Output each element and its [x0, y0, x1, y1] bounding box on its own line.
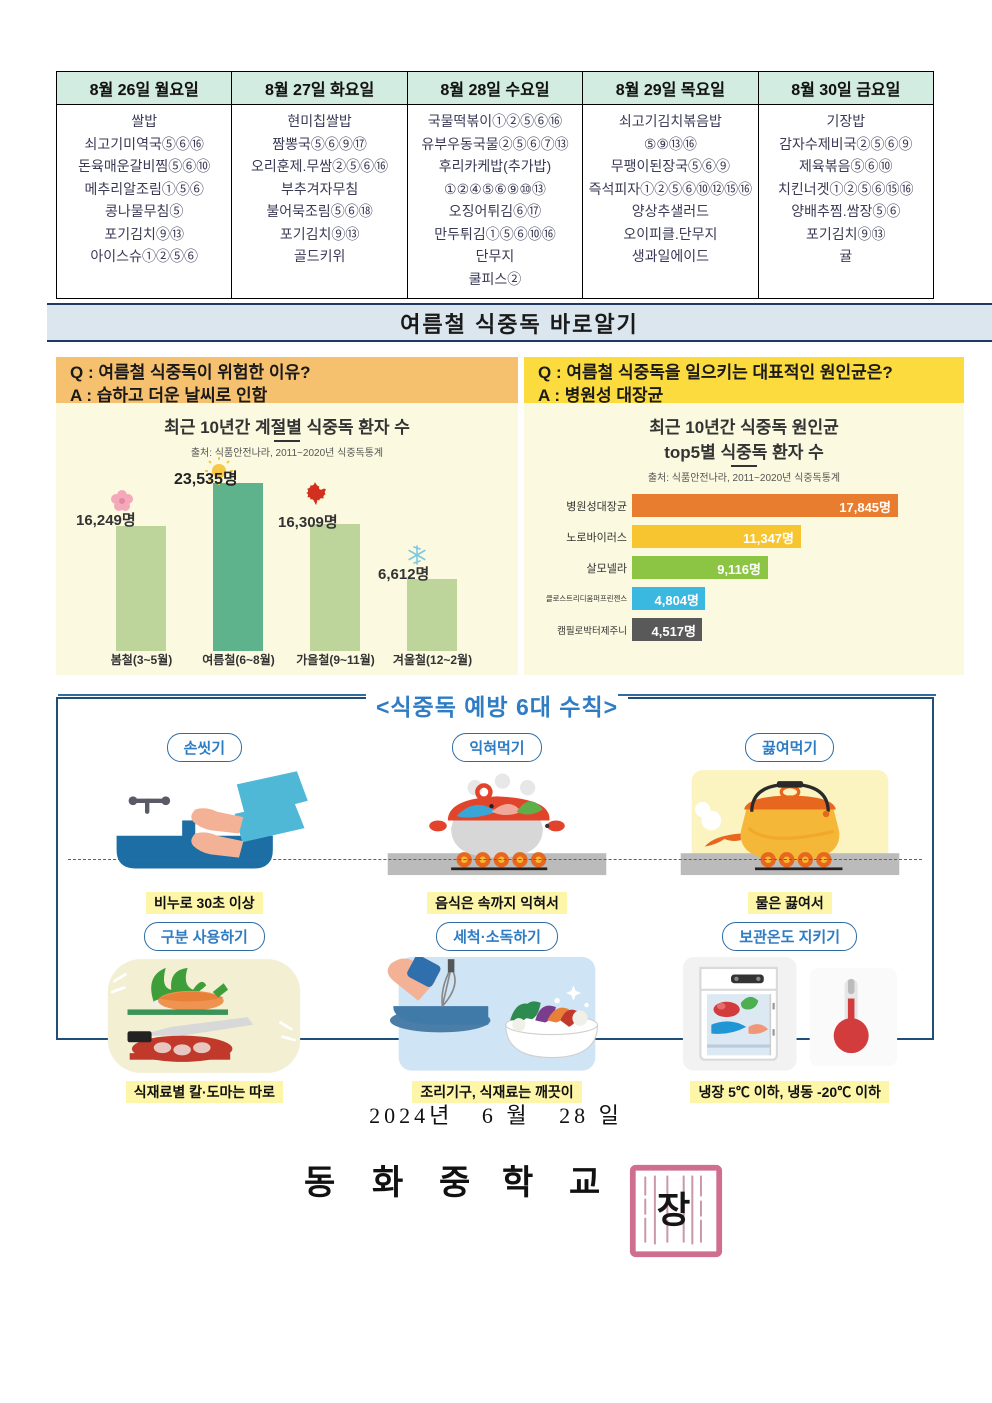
svg-text:장: 장 — [657, 1190, 691, 1231]
